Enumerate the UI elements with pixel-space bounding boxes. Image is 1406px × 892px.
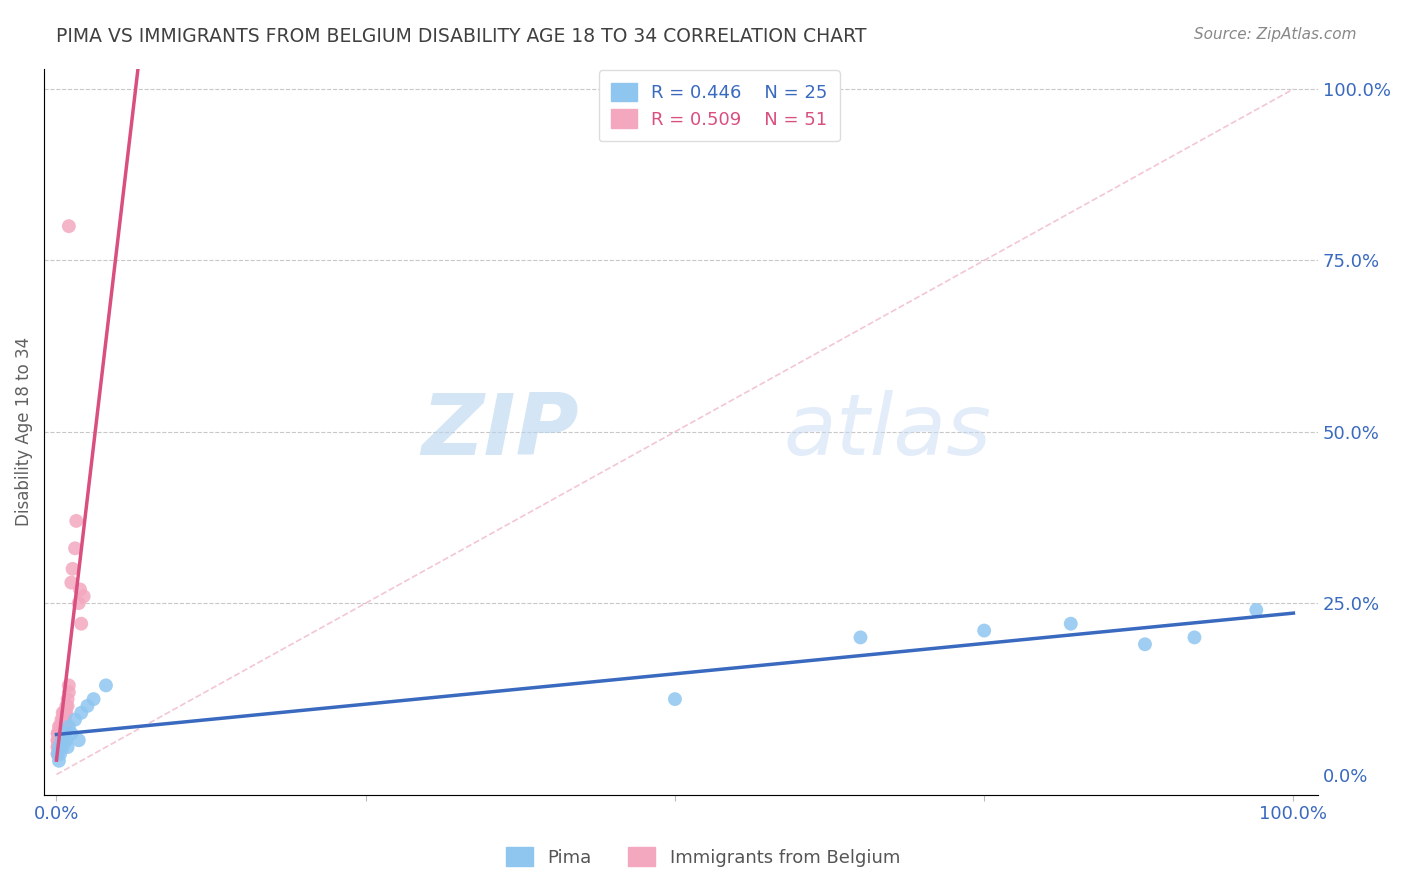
Point	[56, 740, 79, 755]
Point	[67, 733, 90, 747]
Point	[58, 678, 80, 692]
Point	[65, 514, 87, 528]
Point	[46, 747, 69, 761]
Point	[52, 719, 75, 733]
Point	[58, 219, 80, 234]
Point	[52, 706, 75, 720]
Point	[46, 740, 69, 755]
Point	[49, 733, 72, 747]
Point	[46, 740, 69, 755]
Point	[51, 733, 73, 747]
Point	[46, 747, 69, 761]
Legend: Pima, Immigrants from Belgium: Pima, Immigrants from Belgium	[499, 840, 907, 874]
Point	[46, 733, 69, 747]
Point	[46, 733, 69, 747]
Point	[60, 575, 83, 590]
Point	[55, 733, 77, 747]
Point	[63, 713, 86, 727]
Point	[48, 726, 70, 740]
Point	[51, 713, 73, 727]
Point	[48, 740, 70, 755]
Point	[60, 726, 83, 740]
Point	[973, 624, 995, 638]
Point	[46, 740, 69, 755]
Y-axis label: Disability Age 18 to 34: Disability Age 18 to 34	[15, 337, 32, 526]
Point	[46, 733, 69, 747]
Point	[53, 726, 76, 740]
Point	[58, 685, 80, 699]
Point	[46, 747, 69, 761]
Point	[46, 726, 69, 740]
Point	[52, 733, 75, 747]
Point	[664, 692, 686, 706]
Point	[76, 698, 98, 713]
Point	[1184, 631, 1206, 645]
Point	[83, 692, 105, 706]
Point	[849, 631, 872, 645]
Point	[52, 726, 75, 740]
Point	[49, 719, 72, 733]
Point	[51, 733, 73, 747]
Point	[49, 733, 72, 747]
Point	[48, 754, 70, 768]
Text: Source: ZipAtlas.com: Source: ZipAtlas.com	[1194, 27, 1357, 42]
Point	[48, 740, 70, 755]
Point	[55, 698, 77, 713]
Point	[49, 740, 72, 755]
Point	[48, 719, 70, 733]
Point	[56, 698, 79, 713]
Point	[63, 541, 86, 556]
Point	[48, 733, 70, 747]
Point	[56, 692, 79, 706]
Point	[53, 719, 76, 733]
Point	[46, 726, 69, 740]
Point	[53, 713, 76, 727]
Point	[51, 719, 73, 733]
Point	[1246, 603, 1268, 617]
Point	[52, 713, 75, 727]
Point	[48, 733, 70, 747]
Text: PIMA VS IMMIGRANTS FROM BELGIUM DISABILITY AGE 18 TO 34 CORRELATION CHART: PIMA VS IMMIGRANTS FROM BELGIUM DISABILI…	[56, 27, 866, 45]
Point	[1060, 616, 1083, 631]
Point	[52, 706, 75, 720]
Point	[70, 616, 93, 631]
Text: atlas: atlas	[783, 391, 991, 474]
Point	[48, 726, 70, 740]
Text: ZIP: ZIP	[422, 391, 579, 474]
Point	[52, 740, 75, 755]
Point	[51, 726, 73, 740]
Point	[52, 719, 75, 733]
Point	[55, 706, 77, 720]
Point	[69, 582, 91, 597]
Point	[52, 713, 75, 727]
Point	[94, 678, 117, 692]
Point	[58, 719, 80, 733]
Point	[53, 706, 76, 720]
Point	[62, 562, 84, 576]
Point	[67, 596, 90, 610]
Point	[70, 706, 93, 720]
Point	[73, 589, 96, 603]
Legend: R = 0.446    N = 25, R = 0.509    N = 51: R = 0.446 N = 25, R = 0.509 N = 51	[599, 70, 839, 142]
Point	[49, 747, 72, 761]
Point	[49, 726, 72, 740]
Point	[48, 740, 70, 755]
Point	[1133, 637, 1156, 651]
